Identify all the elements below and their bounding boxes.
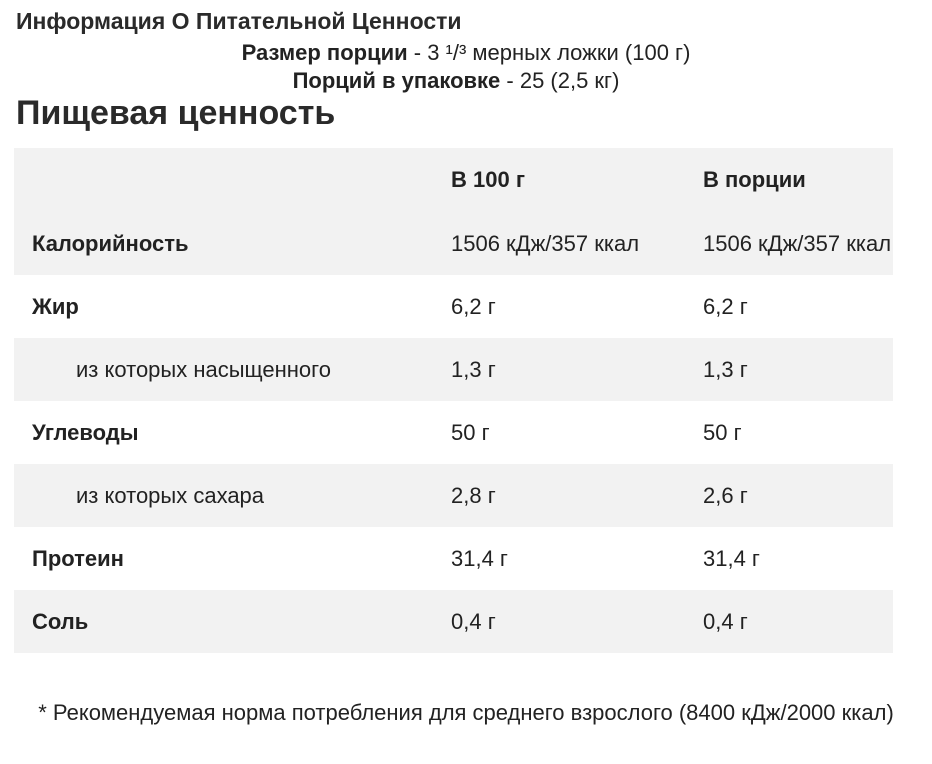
- value-per-serving: 0,4 г: [703, 608, 748, 634]
- table-row: Протеин 31,4 г 31,4 г: [14, 527, 893, 590]
- value-per-100g: 1,3 г: [451, 356, 496, 382]
- section-title: Пищевая ценность: [16, 94, 336, 132]
- table-header-row: В 100 г В порции: [14, 148, 893, 212]
- table-row: из которых сахара 2,8 г 2,6 г: [14, 464, 893, 527]
- value-per-serving: 2,6 г: [703, 482, 748, 508]
- table-row: Соль 0,4 г 0,4 г: [14, 590, 893, 653]
- servings-per-pack: Порций в упаковке - 25 (2,5 кг): [0, 68, 922, 94]
- column-header-name: [14, 148, 451, 212]
- servings-per-pack-label: Порций в упаковке: [292, 68, 501, 93]
- serving-size-value: - 3 ¹/³ мерных ложки (100 г): [407, 40, 691, 65]
- value-per-serving: 6,2 г: [703, 293, 748, 319]
- value-per-serving: 31,4 г: [703, 545, 760, 571]
- column-header-per-100g: В 100 г: [451, 167, 525, 192]
- value-per-serving: 1,3 г: [703, 356, 748, 382]
- serving-size-label: Размер порции: [241, 40, 408, 65]
- value-per-100g: 31,4 г: [451, 545, 508, 571]
- info-title: Информация О Питательной Ценности: [16, 8, 462, 34]
- nutrient-name: из которых насыщенного: [76, 356, 331, 382]
- table-row: Калорийность 1506 кДж/357 ккал 1506 кДж/…: [14, 212, 893, 275]
- table-row: из которых насыщенного 1,3 г 1,3 г: [14, 338, 893, 401]
- nutrient-name: Углеводы: [32, 419, 139, 445]
- value-per-100g: 2,8 г: [451, 482, 496, 508]
- footnote: * Рекомендуемая норма потребления для ср…: [38, 700, 894, 725]
- nutrient-name: Протеин: [32, 545, 124, 571]
- value-per-100g: 1506 кДж/357 ккал: [451, 230, 640, 256]
- nutrition-table: В 100 г В порции Калорийность 1506 кДж/3…: [14, 148, 893, 653]
- value-per-100g: 6,2 г: [451, 293, 496, 319]
- nutrient-name: из которых сахара: [76, 482, 265, 508]
- value-per-100g: 0,4 г: [451, 608, 496, 634]
- column-header-per-serving: В порции: [703, 167, 806, 192]
- table-row: Жир 6,2 г 6,2 г: [14, 275, 893, 338]
- nutrient-name: Жир: [32, 293, 79, 319]
- serving-size: Размер порции - 3 ¹/³ мерных ложки (100 …: [0, 40, 932, 66]
- table-row: Углеводы 50 г 50 г: [14, 401, 893, 464]
- value-per-100g: 50 г: [451, 419, 490, 445]
- nutrient-name: Калорийность: [32, 230, 189, 256]
- servings-per-pack-value: - 25 (2,5 кг): [500, 68, 620, 93]
- nutrient-name: Соль: [32, 608, 89, 634]
- value-per-serving: 50 г: [703, 419, 742, 445]
- value-per-serving: 1506 кДж/357 ккал: [703, 230, 892, 256]
